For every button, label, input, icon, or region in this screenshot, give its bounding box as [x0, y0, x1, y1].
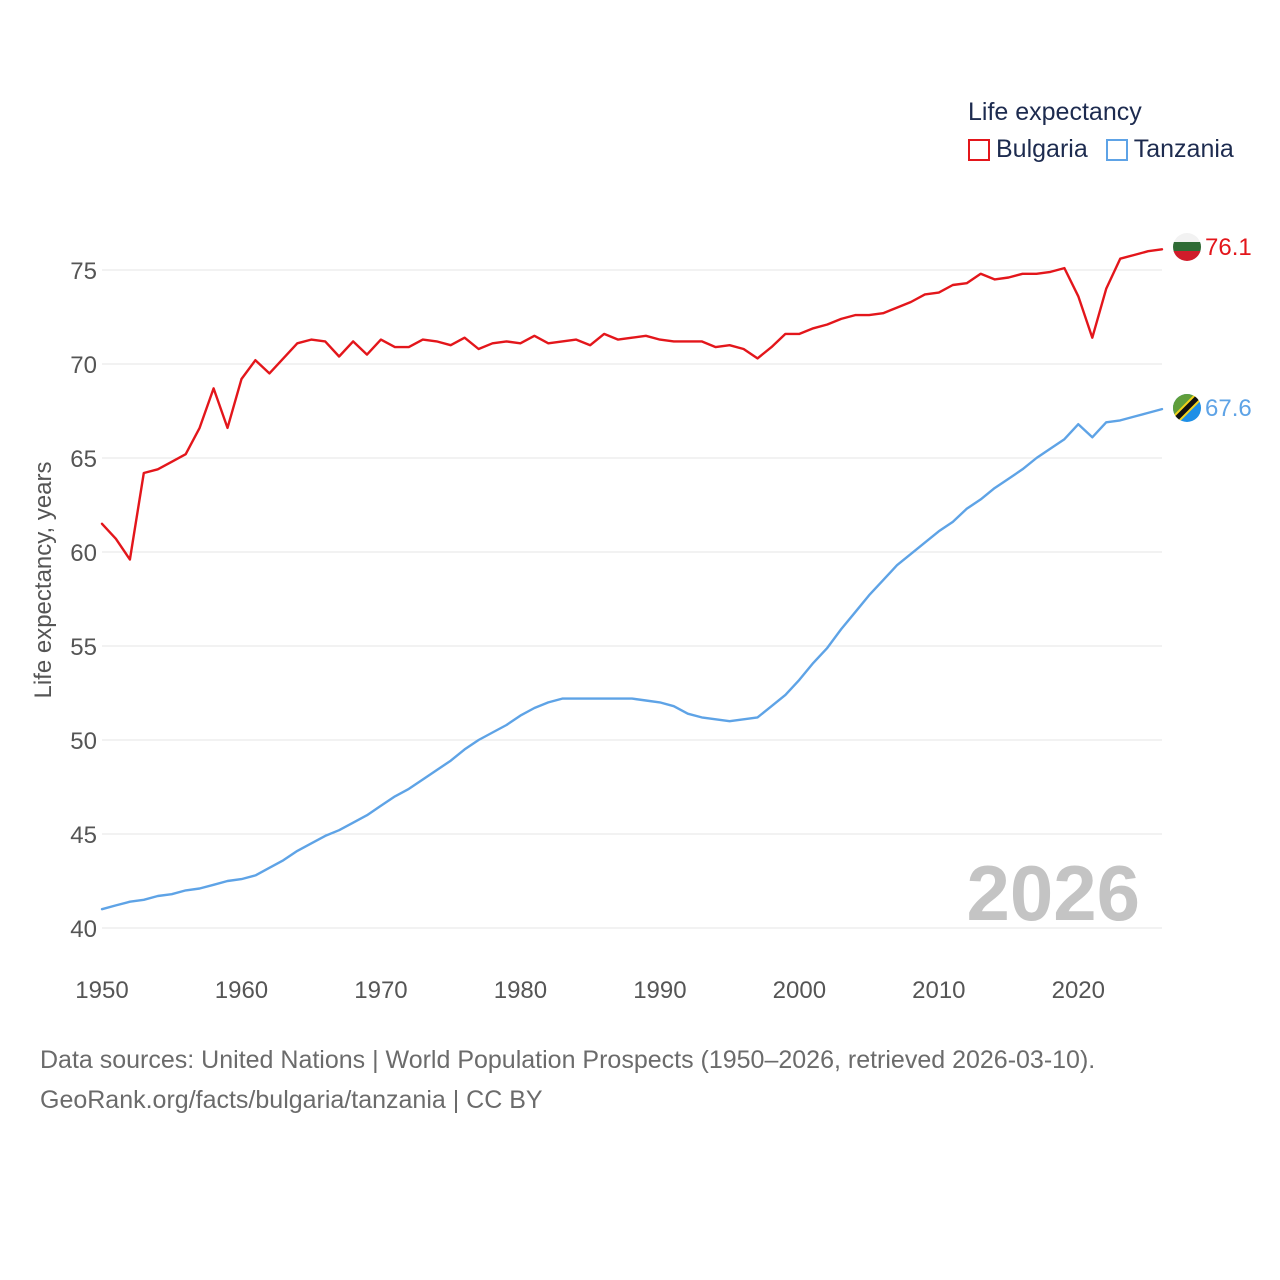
series-group — [100, 248, 1164, 911]
tanzania-flag-icon — [1173, 394, 1201, 422]
legend-swatch-tanzania — [1105, 138, 1128, 161]
y-tick-label: 75 — [70, 258, 97, 285]
x-tick-label: 2000 — [773, 977, 826, 1004]
x-tick-label: 1950 — [75, 977, 128, 1004]
series-line-tanzania[interactable] — [100, 407, 1164, 911]
legend-swatch-bulgaria — [968, 138, 990, 161]
legend-item-tanzania[interactable]: Tanzania — [1105, 135, 1234, 164]
tanzania-end-label: 67.6 — [1205, 395, 1252, 422]
x-tick-label: 1960 — [215, 977, 268, 1004]
legend-item-bulgaria[interactable]: Bulgaria — [968, 135, 1088, 164]
source-line-2[interactable]: GeoRank.org/facts/bulgaria/tanzania | CC… — [40, 1086, 543, 1114]
legend-label-tanzania: Tanzania — [1133, 135, 1234, 163]
y-tick-label: 55 — [70, 634, 97, 661]
source-note: Data sources: United Nations | World Pop… — [40, 1040, 1095, 1120]
y-tick-label: 60 — [70, 540, 97, 567]
x-tick-label: 2020 — [1052, 977, 1105, 1004]
y-tick-label: 50 — [70, 728, 97, 755]
legend: Life expectancy Bulgaria Tanzania — [968, 98, 1234, 164]
x-tick-label: 1990 — [633, 977, 686, 1004]
gridlines — [102, 269, 1162, 929]
y-tick-label: 40 — [70, 916, 97, 943]
bulgaria-end-label: 76.1 — [1205, 234, 1252, 261]
y-axis-label: Life expectancy, years — [30, 461, 57, 698]
source-line-1: Data sources: United Nations | World Pop… — [40, 1046, 1096, 1074]
x-tick-label: 1980 — [494, 977, 547, 1004]
y-axis-ticks: 40 45 50 55 60 65 70 75 — [70, 258, 97, 943]
legend-title: Life expectancy — [968, 98, 1142, 126]
y-tick-label: 70 — [70, 352, 97, 379]
bulgaria-flag-icon — [1173, 233, 1201, 261]
x-tick-label: 1970 — [354, 977, 407, 1004]
y-tick-label: 65 — [70, 446, 97, 473]
series-line-bulgaria[interactable] — [100, 248, 1164, 561]
legend-label-bulgaria: Bulgaria — [996, 135, 1088, 163]
x-axis-ticks: 1950 1960 1970 1980 1990 2000 2010 2020 — [75, 977, 1105, 1004]
y-tick-label: 45 — [70, 822, 97, 849]
x-tick-label: 2010 — [912, 977, 965, 1004]
end-markers: 76.1 67.6 — [1173, 233, 1252, 422]
year-watermark: 2026 — [966, 849, 1140, 937]
